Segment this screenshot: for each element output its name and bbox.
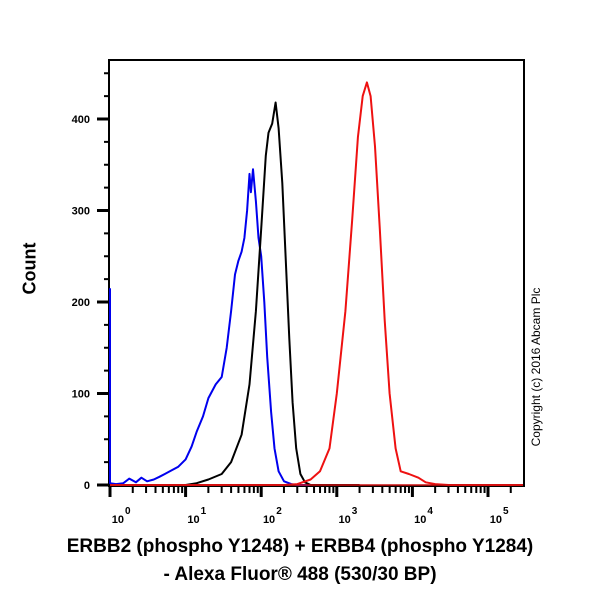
y-tick-label: 200 bbox=[72, 297, 90, 309]
copyright-notice: Copyright (c) 2016 Abcam Plc bbox=[520, 240, 550, 500]
x-tick-label: 100 bbox=[112, 506, 131, 526]
series-blue-curve bbox=[109, 168, 337, 486]
y-tick-label: 400 bbox=[72, 114, 90, 126]
y-axis: 0 100 200 300 400 bbox=[72, 72, 109, 492]
y-axis-title-text: Count bbox=[19, 242, 40, 295]
series-red-curve bbox=[110, 81, 523, 486]
svg-text:10: 10 bbox=[263, 514, 275, 526]
svg-text:2: 2 bbox=[276, 506, 282, 517]
x-tick-label: 105 bbox=[490, 506, 509, 526]
series-black-curve bbox=[185, 101, 360, 486]
svg-text:0: 0 bbox=[125, 506, 131, 517]
y-tick-label: 0 bbox=[84, 480, 90, 492]
y-axis-title: Count bbox=[14, 230, 74, 310]
x-tick-label: 104 bbox=[414, 506, 433, 526]
svg-text:10: 10 bbox=[187, 514, 199, 526]
x-tick-label: 102 bbox=[263, 506, 282, 526]
svg-text:10: 10 bbox=[339, 514, 351, 526]
plot-frame bbox=[108, 59, 525, 487]
copyright-text: Copyright (c) 2016 Abcam Plc bbox=[529, 287, 543, 447]
svg-text:10: 10 bbox=[112, 514, 124, 526]
svg-text:5: 5 bbox=[503, 506, 509, 517]
svg-text:1: 1 bbox=[201, 506, 207, 517]
series-layer bbox=[109, 81, 523, 486]
y-tick-label: 300 bbox=[72, 206, 90, 218]
svg-text:10: 10 bbox=[414, 514, 426, 526]
x-axis-title-line1: ERBB2 (phospho Y1248) + ERBB4 (phospho Y… bbox=[66, 536, 534, 557]
svg-text:3: 3 bbox=[352, 506, 358, 517]
x-tick-label: 101 bbox=[187, 506, 206, 526]
x-axis-title-line2: - Alexa Fluor® 488 (530/30 BP) bbox=[163, 564, 437, 585]
y-tick-label: 100 bbox=[72, 389, 90, 401]
svg-text:4: 4 bbox=[427, 506, 433, 517]
svg-text:10: 10 bbox=[490, 514, 502, 526]
x-tick-label: 103 bbox=[339, 506, 358, 526]
